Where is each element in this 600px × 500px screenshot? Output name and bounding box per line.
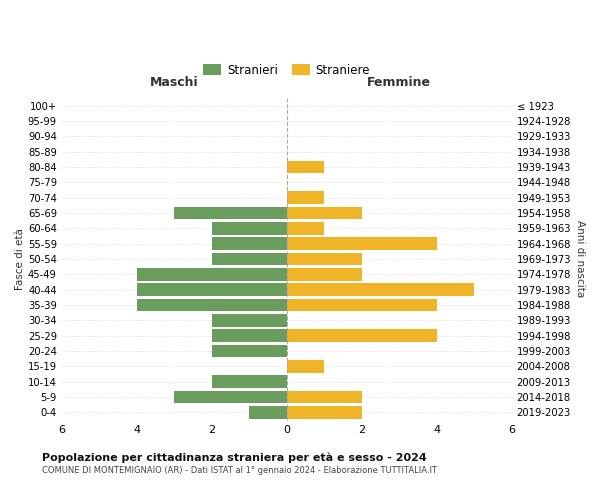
Bar: [174, 391, 287, 404]
Bar: [287, 406, 362, 419]
Bar: [287, 360, 324, 372]
Bar: [212, 345, 287, 358]
Bar: [212, 314, 287, 326]
Text: Femmine: Femmine: [367, 76, 431, 89]
Bar: [287, 391, 362, 404]
Bar: [137, 268, 287, 280]
Bar: [287, 330, 437, 342]
Bar: [287, 299, 437, 312]
Bar: [212, 376, 287, 388]
Bar: [212, 330, 287, 342]
Bar: [287, 160, 324, 173]
Legend: Stranieri, Straniere: Stranieri, Straniere: [199, 59, 375, 81]
Bar: [174, 207, 287, 220]
Bar: [212, 238, 287, 250]
Bar: [212, 253, 287, 266]
Bar: [287, 268, 362, 280]
Bar: [137, 299, 287, 312]
Bar: [212, 222, 287, 234]
Bar: [287, 253, 362, 266]
Bar: [287, 284, 474, 296]
Bar: [287, 207, 362, 220]
Bar: [287, 238, 437, 250]
Y-axis label: Fasce di età: Fasce di età: [15, 228, 25, 290]
Text: COMUNE DI MONTEMIGNAIO (AR) - Dati ISTAT al 1° gennaio 2024 - Elaborazione TUTTI: COMUNE DI MONTEMIGNAIO (AR) - Dati ISTAT…: [42, 466, 437, 475]
Bar: [287, 222, 324, 234]
Bar: [137, 284, 287, 296]
Text: Maschi: Maschi: [150, 76, 199, 89]
Text: Popolazione per cittadinanza straniera per età e sesso - 2024: Popolazione per cittadinanza straniera p…: [42, 452, 427, 463]
Y-axis label: Anni di nascita: Anni di nascita: [575, 220, 585, 298]
Bar: [287, 192, 324, 204]
Bar: [249, 406, 287, 419]
